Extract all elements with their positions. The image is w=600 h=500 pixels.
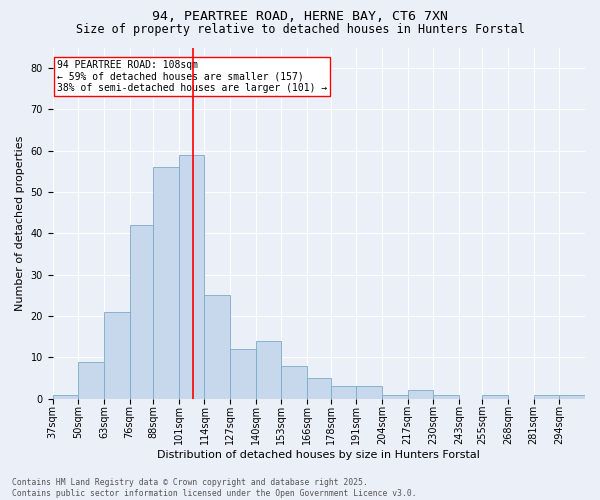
Bar bbox=[356, 386, 382, 398]
Bar bbox=[433, 394, 459, 398]
Bar bbox=[153, 168, 179, 398]
Bar bbox=[482, 394, 508, 398]
Y-axis label: Number of detached properties: Number of detached properties bbox=[15, 136, 25, 311]
Bar bbox=[179, 155, 205, 398]
Text: Contains HM Land Registry data © Crown copyright and database right 2025.
Contai: Contains HM Land Registry data © Crown c… bbox=[12, 478, 416, 498]
Text: 94, PEARTREE ROAD, HERNE BAY, CT6 7XN: 94, PEARTREE ROAD, HERNE BAY, CT6 7XN bbox=[152, 10, 448, 23]
Bar bbox=[256, 341, 281, 398]
Bar bbox=[534, 394, 559, 398]
Bar bbox=[230, 349, 256, 399]
Bar bbox=[382, 394, 407, 398]
Bar bbox=[331, 386, 356, 398]
Bar bbox=[104, 312, 130, 398]
Text: Size of property relative to detached houses in Hunters Forstal: Size of property relative to detached ho… bbox=[76, 22, 524, 36]
Bar bbox=[78, 362, 104, 399]
Bar bbox=[205, 296, 230, 399]
Text: 94 PEARTREE ROAD: 108sqm
← 59% of detached houses are smaller (157)
38% of semi-: 94 PEARTREE ROAD: 108sqm ← 59% of detach… bbox=[56, 60, 327, 93]
Bar bbox=[130, 225, 153, 398]
Bar bbox=[281, 366, 307, 398]
Bar bbox=[53, 394, 78, 398]
Bar bbox=[559, 394, 585, 398]
Bar bbox=[307, 378, 331, 398]
X-axis label: Distribution of detached houses by size in Hunters Forstal: Distribution of detached houses by size … bbox=[157, 450, 480, 460]
Bar bbox=[407, 390, 433, 398]
